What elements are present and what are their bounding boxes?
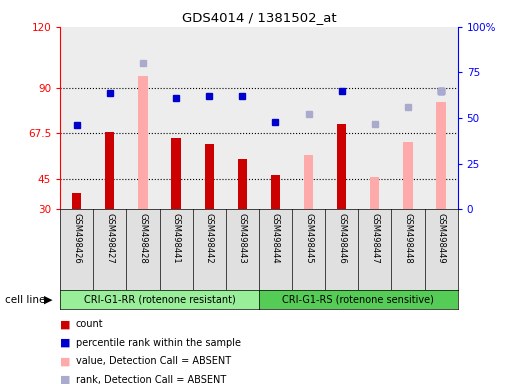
Bar [370, 177, 380, 209]
Bar [325, 27, 358, 209]
Bar [72, 193, 82, 209]
Text: value, Detection Call = ABSENT: value, Detection Call = ABSENT [76, 356, 231, 366]
Text: GSM498445: GSM498445 [304, 214, 313, 264]
Bar [204, 144, 214, 209]
Bar [172, 138, 181, 209]
Text: ■: ■ [60, 356, 71, 366]
Text: GSM498428: GSM498428 [139, 214, 147, 264]
Bar [292, 27, 325, 209]
Text: rank, Detection Call = ABSENT: rank, Detection Call = ABSENT [76, 375, 226, 384]
Bar [160, 27, 192, 209]
Bar [403, 142, 413, 209]
Title: GDS4014 / 1381502_at: GDS4014 / 1381502_at [181, 11, 336, 24]
Bar [127, 27, 160, 209]
Text: GSM498426: GSM498426 [72, 214, 81, 264]
Bar [391, 27, 425, 209]
Text: count: count [76, 319, 104, 329]
Bar [192, 27, 226, 209]
Bar [358, 27, 391, 209]
Text: GSM498444: GSM498444 [271, 214, 280, 264]
Text: GSM498446: GSM498446 [337, 214, 346, 264]
Bar [304, 155, 313, 209]
Text: cell line: cell line [5, 295, 46, 305]
Bar [425, 27, 458, 209]
Text: GSM498443: GSM498443 [238, 214, 247, 264]
Bar [93, 27, 127, 209]
Bar [436, 102, 446, 209]
Text: CRI-G1-RS (rotenone sensitive): CRI-G1-RS (rotenone sensitive) [282, 295, 434, 305]
Bar [271, 175, 280, 209]
Bar [259, 27, 292, 209]
Text: ▶: ▶ [44, 295, 53, 305]
Text: GSM498441: GSM498441 [172, 214, 180, 264]
Bar [60, 27, 93, 209]
Text: GSM498448: GSM498448 [403, 214, 413, 264]
Text: ■: ■ [60, 319, 71, 329]
Bar [337, 124, 346, 209]
Bar [237, 159, 247, 209]
Bar [226, 27, 259, 209]
Text: GSM498442: GSM498442 [204, 214, 214, 264]
Text: CRI-G1-RR (rotenone resistant): CRI-G1-RR (rotenone resistant) [84, 295, 235, 305]
Bar [105, 132, 115, 209]
Text: GSM498427: GSM498427 [105, 214, 115, 264]
Text: GSM498447: GSM498447 [370, 214, 379, 264]
Bar [138, 76, 147, 209]
Text: ■: ■ [60, 375, 71, 384]
Text: percentile rank within the sample: percentile rank within the sample [76, 338, 241, 348]
Text: GSM498449: GSM498449 [437, 214, 446, 264]
Text: ■: ■ [60, 338, 71, 348]
